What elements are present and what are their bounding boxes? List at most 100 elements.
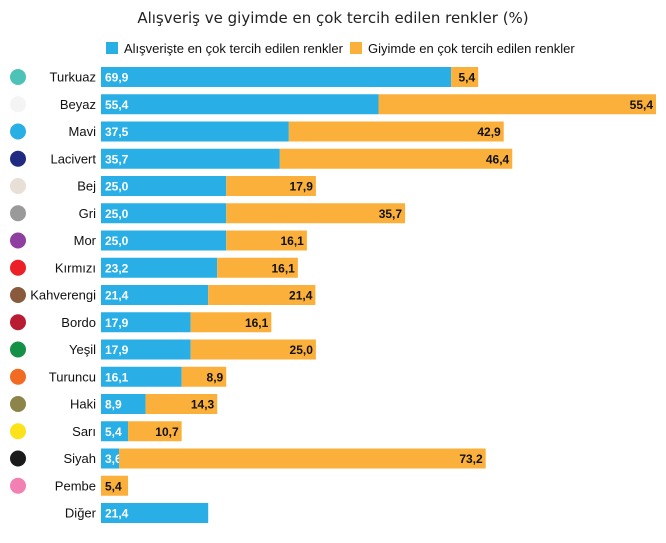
category-label-siyah: Siyah: [63, 451, 96, 466]
category-label-lacivert: Lacivert: [50, 151, 96, 166]
value-label-shopping-ye-il: 17,9: [105, 343, 129, 357]
value-label-shopping-siyah: 3,6: [105, 452, 122, 466]
value-label-shopping-k-rm-z-: 23,2: [105, 261, 129, 275]
value-label-clothing-gri: 35,7: [379, 207, 403, 221]
bar-shopping-haki: [101, 394, 146, 414]
color-dot-di-er: [10, 505, 26, 521]
bar-shopping-siyah: [101, 448, 120, 469]
bar-shopping-turuncu: [101, 366, 182, 387]
value-label-shopping-gri: 25,0: [105, 207, 129, 221]
legend-label-clothing: Giyimde en çok tercih edilen renkler: [368, 41, 575, 56]
chart-rows: Turkuaz 69,9 5,4 Beyaz 55,4 55,4 Mavi 37,5 42,9 L…: [10, 67, 656, 523]
category-label-beyaz: Beyaz: [60, 97, 96, 112]
color-dot-ye-il: [10, 341, 26, 358]
color-dot-siyah: [10, 450, 26, 467]
bar-clothing-haki: [145, 394, 218, 414]
category-label-haki: Haki: [70, 397, 96, 412]
bar-shopping-kahverengi: [101, 285, 209, 305]
bar-clothing-gri: [226, 203, 406, 224]
category-label-turkuaz: Turkuaz: [50, 70, 96, 85]
color-dot-lacivert: [10, 150, 26, 167]
legend: Alışverişte en çok tercih edilen renkler…: [106, 41, 575, 56]
bar-shopping-ye-il: [101, 339, 191, 360]
value-label-clothing-turuncu: 8,9: [207, 370, 224, 384]
value-label-clothing-siyah: 73,2: [459, 452, 483, 466]
value-label-clothing-kahverengi: 21,4: [289, 289, 313, 303]
bar-clothing-bej: [226, 176, 316, 196]
bar-clothing-beyaz: [378, 94, 656, 115]
bar-shopping-lacivert: [101, 148, 280, 169]
category-label-di-er: Diğer: [65, 506, 97, 521]
category-label-gri: Gri: [79, 206, 96, 221]
category-label-sar-: Sarı: [72, 424, 96, 439]
value-label-clothing-mor: 16,1: [281, 234, 305, 248]
value-label-clothing-k-rm-z-: 16,1: [271, 261, 295, 275]
color-dot-gri: [10, 205, 26, 222]
bar-shopping-gri: [101, 203, 227, 224]
legend-swatch-clothing: [350, 42, 362, 54]
value-label-shopping-turkuaz: 69,9: [105, 71, 129, 85]
value-label-shopping-bej: 25,0: [105, 180, 129, 194]
category-label-bordo: Bordo: [61, 315, 96, 330]
bar-shopping-k-rm-z-: [101, 257, 218, 278]
bar-shopping-bej: [101, 176, 227, 196]
color-dot-bej: [10, 178, 26, 194]
bar-clothing-mavi: [288, 121, 504, 142]
bar-clothing-turkuaz: [451, 67, 479, 87]
chart-title: Alışveriş ve giyimde en çok tercih edile…: [137, 9, 528, 27]
value-label-shopping-sar-: 5,4: [105, 425, 122, 439]
color-dot-mavi: [10, 123, 26, 140]
bar-shopping-turkuaz: [101, 67, 452, 87]
color-dot-mor: [10, 232, 26, 249]
color-dot-beyaz: [10, 96, 26, 113]
value-label-clothing-bordo: 16,1: [245, 316, 269, 330]
value-label-shopping-turuncu: 16,1: [105, 370, 129, 384]
value-label-clothing-ye-il: 25,0: [290, 343, 314, 357]
color-dot-pembe: [10, 477, 26, 494]
bar-clothing-mor: [226, 230, 307, 251]
value-label-clothing-pembe: 5,4: [105, 479, 122, 493]
color-dot-turuncu: [10, 368, 26, 385]
value-label-shopping-mor: 25,0: [105, 234, 129, 248]
value-label-clothing-turkuaz: 5,4: [458, 71, 475, 85]
bar-clothing-k-rm-z-: [217, 257, 298, 278]
bar-clothing-sar-: [128, 421, 182, 442]
bar-shopping-sar-: [101, 421, 129, 442]
bar-clothing-lacivert: [279, 148, 513, 169]
color-dot-kahverengi: [10, 287, 26, 303]
legend-label-shopping: Alışverişte en çok tercih edilen renkler: [124, 41, 344, 56]
category-label-k-rm-z-: Kırmızı: [55, 260, 96, 275]
category-label-mor: Mor: [74, 233, 97, 248]
bar-shopping-mavi: [101, 121, 289, 142]
bar-clothing-bordo: [190, 312, 272, 333]
category-label-kahverengi: Kahverengi: [30, 288, 96, 303]
category-label-bej: Bej: [77, 179, 96, 194]
category-label-turuncu: Turuncu: [49, 369, 96, 384]
bar-clothing-siyah: [119, 448, 486, 469]
value-label-shopping-lacivert: 35,7: [105, 152, 129, 166]
category-label-ye-il: Yeşil: [69, 342, 96, 357]
legend-swatch-shopping: [106, 42, 118, 54]
category-label-mavi: Mavi: [69, 124, 97, 139]
value-label-clothing-mavi: 42,9: [477, 125, 501, 139]
bar-clothing-kahverengi: [208, 285, 316, 305]
color-dot-haki: [10, 396, 26, 412]
bar-shopping-di-er: [101, 503, 209, 523]
bar-clothing-turuncu: [181, 366, 227, 387]
value-label-clothing-sar-: 10,7: [155, 425, 179, 439]
bar-clothing-pembe: [101, 475, 129, 496]
bar-shopping-bordo: [101, 312, 191, 333]
value-label-shopping-mavi: 37,5: [105, 125, 129, 139]
value-label-clothing-lacivert: 46,4: [486, 152, 510, 166]
value-label-shopping-kahverengi: 21,4: [105, 289, 129, 303]
value-label-shopping-di-er: 21,4: [105, 507, 129, 521]
color-dot-turkuaz: [10, 69, 26, 85]
color-dot-bordo: [10, 314, 26, 331]
bar-shopping-mor: [101, 230, 227, 251]
value-label-clothing-haki: 14,3: [191, 398, 215, 412]
value-label-clothing-beyaz: 55,4: [630, 98, 654, 112]
value-label-shopping-haki: 8,9: [105, 398, 122, 412]
color-dot-k-rm-z-: [10, 259, 26, 276]
value-label-shopping-bordo: 17,9: [105, 316, 129, 330]
